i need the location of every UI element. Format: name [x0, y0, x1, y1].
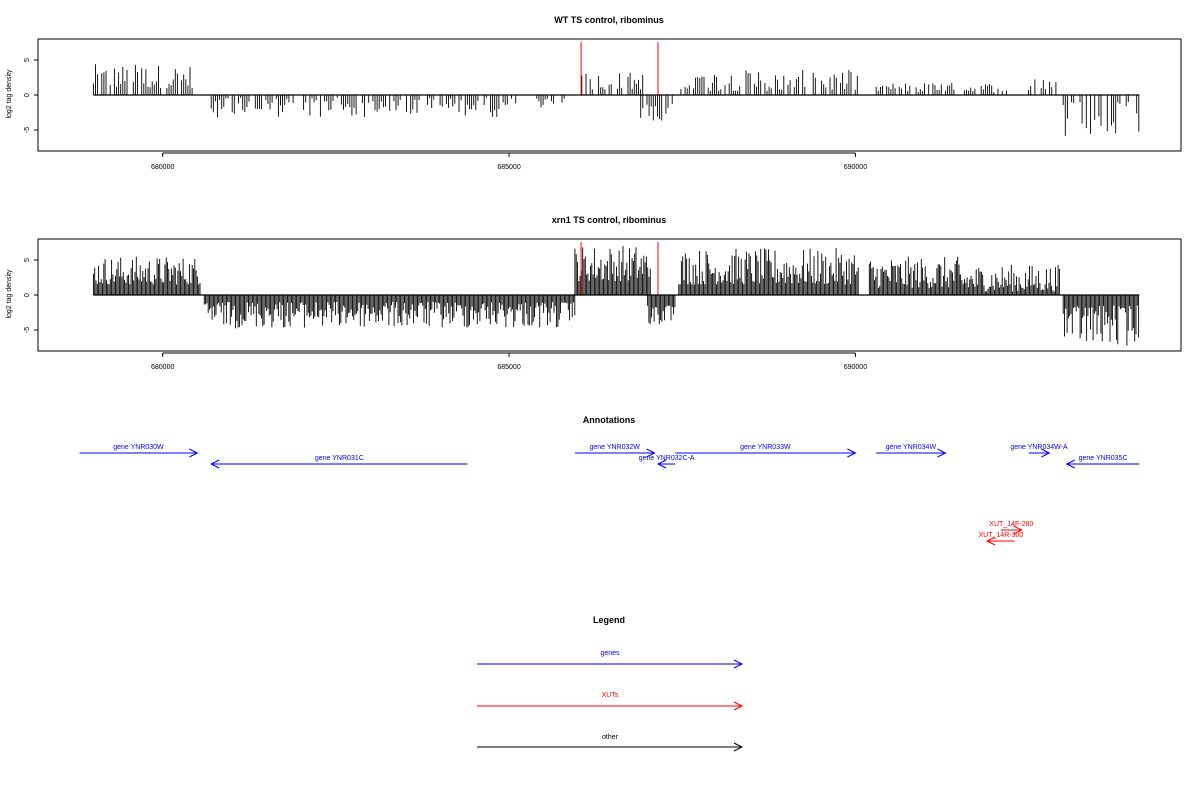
- feature-gene-ynr034w: gene YNR034W: [876, 444, 947, 458]
- arrow-head-icon: [985, 536, 996, 546]
- feature-gene-ynr030w: gene YNR030W: [79, 444, 199, 458]
- feature-gene-ynr032c-a: gene YNR032C-A: [639, 455, 695, 469]
- legend: Legend genes XUTs other: [477, 615, 744, 752]
- x-tick-label: 690000: [844, 164, 867, 171]
- y-tick-label: 5: [24, 258, 31, 262]
- feature-gene-ynr034w-a: gene YNR034W-A: [1010, 444, 1068, 458]
- arrow-head-icon: [733, 659, 744, 669]
- feature-gene-ynr035c: gene YNR035C: [1065, 455, 1140, 469]
- arrow-head-icon: [646, 448, 656, 458]
- feature-label: XUT_14R-300: [979, 532, 1024, 539]
- x-tick-label: 680000: [151, 164, 174, 171]
- arrow-head-icon: [210, 459, 220, 469]
- feature-xut_14f-280: XUT_14F-280: [989, 521, 1033, 535]
- arrow-head-icon: [189, 448, 199, 458]
- feature-xut_14r-300: XUT_14R-300: [979, 532, 1024, 546]
- marker-lines: [580, 42, 659, 95]
- density-bars: [92, 64, 1140, 136]
- y-axis: -5 0 5: [24, 258, 39, 333]
- feature-label: gene YNR032W: [589, 444, 640, 451]
- arrow-head-icon: [656, 459, 667, 469]
- legend-label: XUTs: [602, 692, 619, 699]
- density-bars: [92, 246, 1140, 346]
- legend-item-xuts: XUTs: [477, 692, 744, 711]
- feature-gene-ynr032w: gene YNR032W: [574, 444, 656, 458]
- x-axis: 680000 685000 690000: [151, 352, 867, 371]
- y-tick-label: 0: [24, 93, 31, 97]
- legend-item-other: other: [477, 734, 744, 752]
- x-tick-label: 690000: [844, 364, 867, 371]
- y-tick-label: 0: [24, 293, 31, 297]
- y-axis-label: log2 tag density: [6, 69, 13, 119]
- x-tick-label: 680000: [151, 364, 174, 371]
- feature-label: XUT_14F-280: [989, 521, 1033, 528]
- y-axis-label: log2 tag density: [6, 269, 13, 319]
- y-axis: -5 0 5: [24, 58, 39, 133]
- arrow-head-icon: [1013, 525, 1023, 535]
- feature-gene-ynr033w: gene YNR033W: [675, 444, 857, 458]
- x-tick-label: 685000: [497, 164, 520, 171]
- feature-label: gene YNR031C: [315, 455, 364, 462]
- arrow-head-icon: [1065, 459, 1075, 469]
- arrow-head-icon: [1041, 448, 1051, 458]
- annotations-title: Annotations: [583, 415, 636, 425]
- legend-item-genes: genes: [477, 650, 744, 669]
- panel-title: xrn1 TS control, ribominus: [552, 215, 667, 225]
- arrow-head-icon: [937, 448, 947, 458]
- wt-track-panel: WT TS control, ribominus log2 tag densit…: [6, 15, 1182, 171]
- y-tick-label: 5: [24, 58, 31, 62]
- feature-label: gene YNR030W: [113, 444, 164, 451]
- legend-title: Legend: [593, 615, 625, 625]
- xrn1-track-panel: xrn1 TS control, ribominus log2 tag dens…: [6, 215, 1182, 371]
- feature-label: gene YNR034W-A: [1010, 444, 1068, 451]
- x-axis: 680000 685000 690000: [151, 152, 867, 171]
- feature-label: gene YNR035C: [1079, 455, 1128, 462]
- arrow-head-icon: [847, 448, 857, 458]
- y-tick-label: -5: [24, 327, 31, 333]
- panel-title: WT TS control, ribominus: [554, 15, 664, 25]
- marker-lines: [580, 242, 659, 295]
- legend-label: genes: [600, 650, 620, 657]
- legend-label: other: [602, 734, 619, 741]
- arrow-head-icon: [733, 742, 744, 752]
- feature-arrows: gene YNR030W gene YNR031C gene YNR032W gene…: [79, 444, 1140, 546]
- feature-label: gene YNR033W: [740, 444, 791, 451]
- x-tick-label: 685000: [497, 364, 520, 371]
- feature-label: gene YNR034W: [886, 444, 937, 451]
- feature-gene-ynr031c: gene YNR031C: [210, 455, 468, 469]
- feature-label: gene YNR032C-A: [639, 455, 695, 462]
- arrow-head-icon: [733, 701, 744, 711]
- y-tick-label: -5: [24, 127, 31, 133]
